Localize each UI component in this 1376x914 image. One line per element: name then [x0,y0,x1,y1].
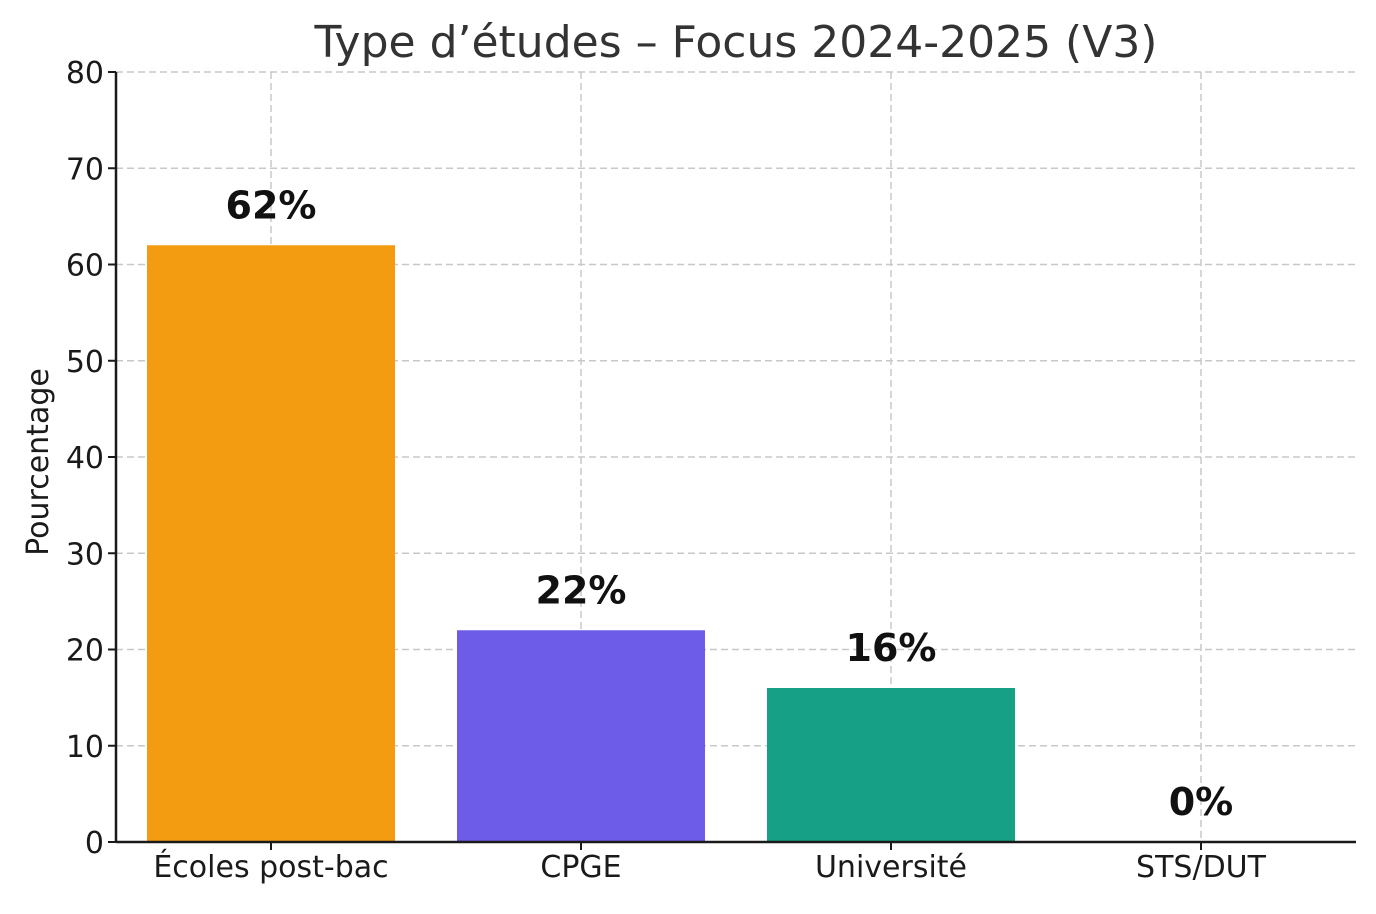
data-label-2: 16% [846,626,937,670]
chart-title: Type d’études – Focus 2024-2025 (V3) [314,17,1158,68]
x-tick-label: STS/DUT [1136,850,1267,885]
data-label-0: 62% [226,183,317,227]
y-tick-label: 50 [66,345,104,380]
bar-0 [147,245,395,842]
y-tick-label: 10 [66,730,104,765]
bar-1 [457,630,705,842]
y-tick-label: 20 [66,634,104,669]
y-tick-label: 30 [66,537,104,572]
x-tick-label: Université [815,850,967,885]
data-labels: 62% 22% 16% 0% [226,183,1234,824]
x-tick-label: Écoles post-bac [153,849,388,885]
bars [147,245,1015,842]
data-label-3: 0% [1169,780,1234,824]
y-axis-label: Pourcentage [21,368,56,556]
axes: 0 10 20 30 40 50 60 70 80 Écoles post-bac CPGE Univ… [66,56,1356,885]
y-tick-label: 0 [85,826,104,861]
y-tick-label: 60 [66,249,104,284]
data-label-1: 22% [536,568,627,612]
y-tick-label: 70 [66,152,104,187]
y-tick-label: 40 [66,441,104,476]
bar-2 [767,688,1015,842]
x-tick-label: CPGE [540,850,621,885]
y-tick-label: 80 [66,56,104,91]
grid-lines [116,71,1356,843]
